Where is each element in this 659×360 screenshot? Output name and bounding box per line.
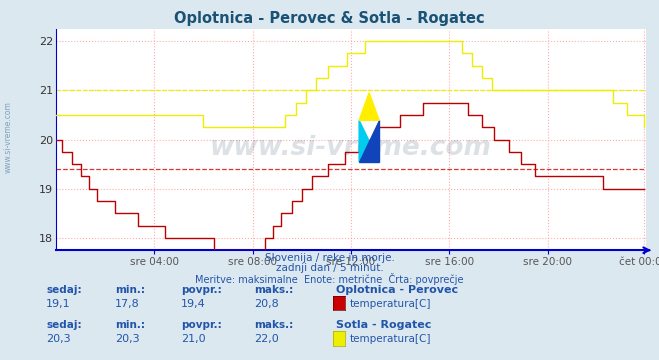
Text: Sotla - Rogatec: Sotla - Rogatec	[336, 320, 432, 330]
Text: 17,8: 17,8	[115, 299, 140, 309]
Text: 22,0: 22,0	[254, 334, 279, 344]
Text: www.si-vreme.com: www.si-vreme.com	[4, 101, 13, 173]
Text: 20,3: 20,3	[115, 334, 140, 344]
Text: sedaj:: sedaj:	[46, 320, 82, 330]
Text: min.:: min.:	[115, 320, 146, 330]
Text: 19,1: 19,1	[46, 299, 71, 309]
Polygon shape	[359, 93, 379, 120]
Text: temperatura[C]: temperatura[C]	[349, 299, 431, 309]
Text: povpr.:: povpr.:	[181, 320, 222, 330]
Text: Oplotnica - Perovec: Oplotnica - Perovec	[336, 285, 458, 296]
Text: maks.:: maks.:	[254, 285, 293, 296]
Text: 20,3: 20,3	[46, 334, 71, 344]
Text: Oplotnica - Perovec & Sotla - Rogatec: Oplotnica - Perovec & Sotla - Rogatec	[174, 11, 485, 26]
Text: povpr.:: povpr.:	[181, 285, 222, 296]
Text: Slovenija / reke in morje.: Slovenija / reke in morje.	[264, 253, 395, 263]
Text: zadnji dan / 5 minut.: zadnji dan / 5 minut.	[275, 263, 384, 273]
Text: 21,0: 21,0	[181, 334, 206, 344]
Text: min.:: min.:	[115, 285, 146, 296]
Text: www.si-vreme.com: www.si-vreme.com	[210, 135, 492, 161]
Polygon shape	[359, 120, 379, 162]
Text: Meritve: maksimalne  Enote: metrične  Črta: povprečje: Meritve: maksimalne Enote: metrične Črta…	[195, 273, 464, 285]
Text: 19,4: 19,4	[181, 299, 206, 309]
Polygon shape	[359, 120, 379, 162]
Text: maks.:: maks.:	[254, 320, 293, 330]
Text: temperatura[C]: temperatura[C]	[349, 334, 431, 344]
Text: 20,8: 20,8	[254, 299, 279, 309]
Text: sedaj:: sedaj:	[46, 285, 82, 296]
